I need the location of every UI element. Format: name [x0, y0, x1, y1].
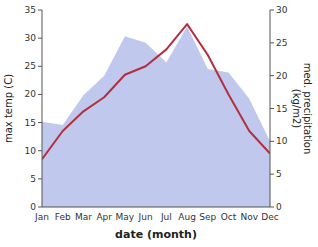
y-axis-label: max temp (C) [3, 74, 14, 143]
y2-axis-label: med. precipitation(kg/m2) [291, 63, 313, 155]
y2-tick [270, 10, 274, 11]
x-tick-label: Aug [178, 212, 196, 222]
x-tick-label: Nov [240, 212, 258, 222]
plot-area [42, 24, 270, 207]
x-tick-label: Jun [138, 212, 153, 222]
precipitation-area [42, 26, 270, 207]
y2-tick [270, 141, 274, 142]
y-tick-label: 15 [25, 118, 36, 128]
x-tick-label: Feb [55, 212, 71, 222]
y2-tick-label: 30 [276, 5, 288, 15]
chart: 0 5 10 15 20 25 30 35 0 5 10 15 20 25 30 Jan Feb Mar Apr Ma… [0, 0, 318, 247]
y-tick-label: 5 [30, 174, 36, 184]
x-tick-label: Dec [261, 212, 278, 222]
x-tick-label: Jan [34, 212, 49, 222]
y-tick [38, 122, 42, 123]
x-tick-label: Jul [160, 212, 172, 222]
y-tick-label: 10 [25, 146, 37, 156]
temperature-line [42, 24, 270, 159]
background [0, 0, 318, 247]
y2-tick-label: 0 [276, 202, 282, 212]
y-tick [38, 66, 42, 67]
y-tick [38, 38, 42, 39]
y-tick [38, 178, 42, 179]
y2-tick-label: 20 [276, 71, 288, 81]
y2-tick-label: 10 [276, 136, 288, 146]
y2-tick [270, 108, 274, 109]
x-axis-label: date (month) [115, 228, 197, 241]
y-tick [38, 150, 42, 151]
y-tick-label: 30 [25, 33, 37, 43]
y2-tick-label: 25 [276, 38, 287, 48]
y2-tick [270, 75, 274, 76]
x-tick-label: Oct [221, 212, 237, 222]
y-axis-line [42, 10, 43, 207]
y-tick-label: 20 [25, 89, 37, 99]
x-tick-label: Sep [199, 212, 216, 222]
y2-tick [270, 42, 274, 43]
y2-tick-label: 15 [276, 104, 287, 114]
y2-tick [270, 207, 274, 208]
y-tick [38, 10, 42, 11]
y2-tick [270, 174, 274, 175]
y-tick [38, 207, 42, 208]
y-tick-label: 35 [25, 5, 36, 15]
y2-axis-label-line: (kg/m2) [291, 89, 302, 129]
y-tick-label: 0 [30, 202, 36, 212]
x-tick-label: Apr [96, 212, 112, 222]
x-axis-line [42, 207, 270, 208]
x-tick-label: May [116, 212, 135, 222]
y2-axis-label-line: med. precipitation [302, 63, 313, 155]
x-tick-label: Mar [75, 212, 92, 222]
y-tick-label: 25 [25, 61, 36, 71]
y-tick [38, 94, 42, 95]
y2-tick-label: 5 [276, 169, 282, 179]
